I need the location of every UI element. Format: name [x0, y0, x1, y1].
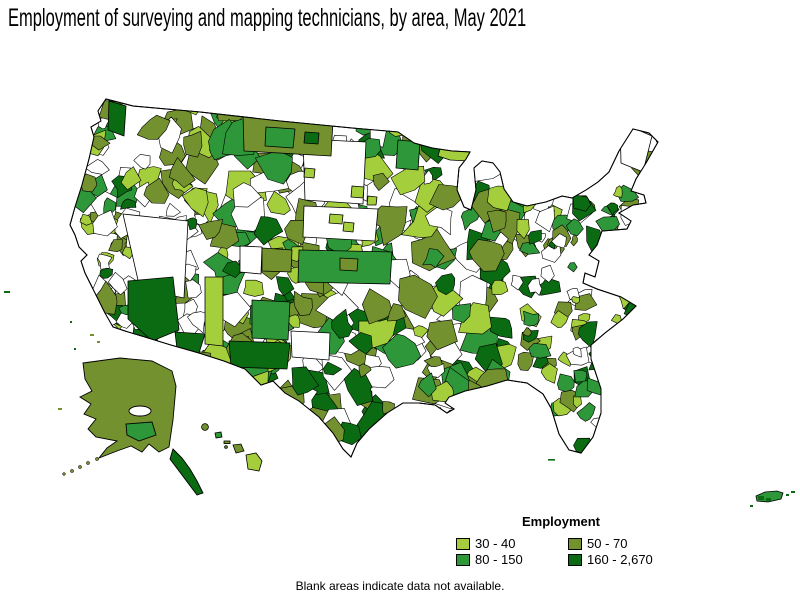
- legend-title: Employment: [521, 514, 600, 529]
- legend-grid: 30 - 40 50 - 70 80 - 150 160 - 2,670: [456, 536, 718, 567]
- legend-item: 160 - 2,670: [568, 552, 718, 567]
- offshore-islands: [70, 321, 555, 461]
- legend-label: 80 - 150: [475, 552, 523, 567]
- legend-label: 30 - 40: [475, 536, 516, 551]
- puerto-rico: [750, 490, 795, 507]
- legend-swatch: [568, 554, 582, 566]
- footnote: Blank areas indicate data not available.: [295, 579, 505, 593]
- alaska: [4, 291, 204, 496]
- hawaii: [201, 423, 263, 472]
- legend-swatch: [456, 554, 470, 566]
- legend-swatch: [456, 538, 470, 550]
- legend-label: 50 - 70: [587, 536, 628, 551]
- legend: Employment 30 - 40 50 - 70 80 - 150 160 …: [456, 514, 718, 566]
- legend-label: 160 - 2,670: [587, 552, 653, 567]
- legend-item: 30 - 40: [456, 536, 568, 551]
- legend-item: 80 - 150: [456, 552, 568, 567]
- legend-swatch: [568, 538, 582, 550]
- page-title: Employment of surveying and mapping tech…: [8, 4, 527, 32]
- legend-item: 50 - 70: [568, 536, 718, 551]
